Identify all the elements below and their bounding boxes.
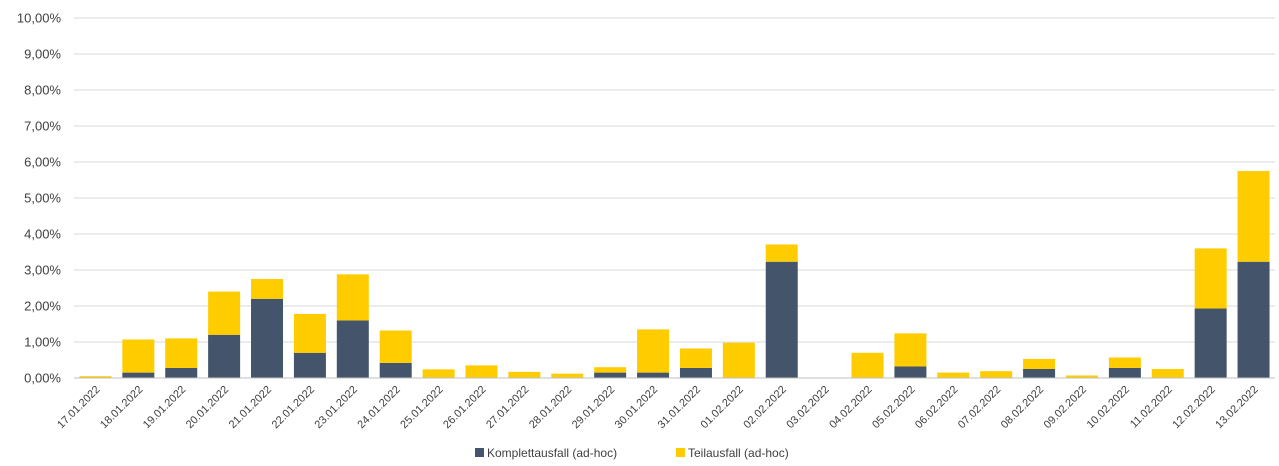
bar-segment-teilausfall: [637, 329, 670, 373]
y-axis: 0,00% 1,00% 2,00% 3,00% 4,00% 5,00% 6,00% 7,00%…: [17, 11, 62, 386]
bar-segment-teilausfall: [508, 371, 541, 378]
x-tick-label: 24.01.2022: [355, 384, 402, 431]
x-tick-label: 03.02.2022: [784, 384, 831, 431]
y-tick-label: 6,00%: [24, 155, 61, 170]
x-tick-label: 13.02.2022: [1213, 384, 1260, 431]
x-tick-label: 20.01.2022: [184, 384, 231, 431]
y-tick-label: 8,00%: [24, 83, 61, 98]
bar-segment-teilausfall: [1108, 357, 1141, 368]
x-tick-label: 25.01.2022: [398, 384, 445, 431]
bar-segment-teilausfall: [937, 372, 970, 378]
bar-segment-teilausfall: [1023, 358, 1056, 369]
y-tick-label: 10,00%: [17, 11, 62, 26]
bar-segment-teilausfall: [894, 333, 927, 367]
bar-segment-teilausfall: [679, 348, 712, 368]
x-tick-label: 08.02.2022: [999, 384, 1046, 431]
y-tick-label: 5,00%: [24, 191, 61, 206]
x-tick-label: 19.01.2022: [141, 384, 188, 431]
bar-segment-teilausfall: [208, 291, 241, 335]
bar-segment-teilausfall: [980, 371, 1013, 378]
bar-segment-komplettausfall: [1023, 369, 1056, 378]
bars: [79, 171, 1270, 378]
x-tick-label: 10.02.2022: [1085, 384, 1132, 431]
legend-swatch-komplettausfall: [475, 448, 484, 457]
x-tick-label: 06.02.2022: [913, 384, 960, 431]
x-tick-label: 17.01.2022: [55, 384, 102, 431]
x-tick-label: 12.02.2022: [1170, 384, 1217, 431]
bar-segment-komplettausfall: [293, 352, 326, 378]
x-tick-label: 22.01.2022: [270, 384, 317, 431]
y-tick-label: 3,00%: [24, 263, 61, 278]
x-tick-label: 23.01.2022: [313, 384, 360, 431]
bar-segment-teilausfall: [1237, 171, 1270, 262]
bar-segment-teilausfall: [422, 369, 455, 378]
bar-segment-teilausfall: [765, 244, 798, 262]
bar-segment-teilausfall: [79, 376, 112, 378]
y-tick-label: 4,00%: [24, 227, 61, 242]
bar-segment-teilausfall: [1151, 369, 1184, 378]
x-tick-label: 02.02.2022: [741, 384, 788, 431]
x-tick-label: 26.01.2022: [441, 384, 488, 431]
x-tick-label: 01.02.2022: [699, 384, 746, 431]
x-tick-label: 04.02.2022: [827, 384, 874, 431]
x-tick-label: 21.01.2022: [227, 384, 274, 431]
bar-segment-komplettausfall: [894, 366, 927, 378]
bar-segment-komplettausfall: [208, 334, 241, 378]
y-tick-label: 0,00%: [24, 371, 61, 386]
bar-segment-komplettausfall: [679, 367, 712, 378]
legend: Komplettausfall (ad-hoc) Teilausfall (ad…: [475, 446, 789, 460]
bar-segment-komplettausfall: [165, 367, 198, 378]
bar-segment-komplettausfall: [765, 261, 798, 378]
bar-segment-teilausfall: [165, 338, 198, 368]
bar-segment-komplettausfall: [379, 362, 412, 378]
bar-segment-teilausfall: [465, 365, 498, 378]
bar-segment-komplettausfall: [1108, 367, 1141, 378]
x-tick-label: 29.01.2022: [570, 384, 617, 431]
x-tick-label: 11.02.2022: [1128, 384, 1175, 431]
bar-segment-komplettausfall: [594, 372, 627, 378]
bar-segment-komplettausfall: [1237, 261, 1270, 378]
bar-segment-teilausfall: [379, 330, 412, 363]
x-tick-label: 31.01.2022: [656, 384, 703, 431]
y-tick-label: 9,00%: [24, 47, 61, 62]
x-axis: 17.01.202218.01.202219.01.202220.01.2022…: [55, 384, 1261, 431]
x-tick-label: 09.02.2022: [1042, 384, 1089, 431]
x-tick-label: 30.01.2022: [613, 384, 660, 431]
bar-segment-komplettausfall: [1194, 308, 1227, 378]
y-tick-label: 2,00%: [24, 299, 61, 314]
bar-segment-teilausfall: [1065, 375, 1098, 378]
bar-segment-teilausfall: [594, 367, 627, 373]
bar-segment-komplettausfall: [336, 320, 369, 378]
bar-segment-teilausfall: [551, 373, 584, 378]
x-tick-label: 27.01.2022: [484, 384, 531, 431]
bar-segment-teilausfall: [251, 279, 284, 299]
x-tick-label: 28.01.2022: [527, 384, 574, 431]
bar-segment-komplettausfall: [251, 298, 284, 378]
legend-swatch-teilausfall: [676, 448, 685, 457]
bar-segment-teilausfall: [1194, 248, 1227, 309]
legend-label-teilausfall: Teilausfall (ad-hoc): [688, 446, 789, 460]
bar-segment-teilausfall: [851, 352, 884, 378]
bar-segment-komplettausfall: [637, 372, 670, 378]
bar-segment-teilausfall: [336, 274, 369, 321]
bar-segment-teilausfall: [122, 339, 155, 373]
bar-segment-komplettausfall: [122, 372, 155, 378]
x-tick-label: 18.01.2022: [98, 384, 145, 431]
legend-label-komplettausfall: Komplettausfall (ad-hoc): [487, 446, 617, 460]
x-tick-label: 05.02.2022: [870, 384, 917, 431]
y-tick-label: 7,00%: [24, 119, 61, 134]
y-tick-label: 1,00%: [24, 335, 61, 350]
x-tick-label: 07.02.2022: [956, 384, 1003, 431]
bar-segment-teilausfall: [293, 313, 326, 353]
bar-segment-teilausfall: [722, 342, 755, 378]
